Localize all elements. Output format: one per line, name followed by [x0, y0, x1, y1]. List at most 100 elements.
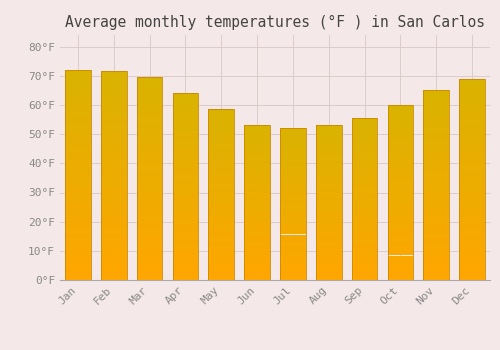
Bar: [136, 79, 162, 81]
Bar: [172, 97, 199, 99]
Bar: [244, 244, 270, 246]
Bar: [208, 234, 234, 236]
Bar: [172, 155, 199, 157]
Bar: [208, 218, 234, 220]
Bar: [459, 161, 485, 163]
Bar: [65, 246, 91, 248]
Bar: [65, 70, 91, 72]
Bar: [244, 220, 270, 221]
Bar: [65, 102, 91, 104]
Bar: [424, 189, 449, 191]
Bar: [208, 159, 234, 161]
Bar: [101, 111, 126, 113]
Bar: [459, 205, 485, 208]
Bar: [459, 218, 485, 220]
Bar: [65, 192, 91, 194]
Bar: [459, 276, 485, 278]
Bar: [316, 181, 342, 183]
Bar: [388, 135, 413, 136]
Bar: [136, 278, 162, 280]
Bar: [65, 78, 91, 81]
Bar: [388, 164, 413, 166]
Bar: [65, 150, 91, 152]
Bar: [65, 83, 91, 85]
Bar: [352, 162, 378, 163]
Bar: [352, 278, 378, 280]
Bar: [316, 215, 342, 217]
Bar: [424, 107, 449, 109]
Bar: [208, 273, 234, 275]
Bar: [459, 91, 485, 93]
Bar: [101, 153, 126, 155]
Bar: [352, 157, 378, 159]
Bar: [316, 268, 342, 269]
Bar: [352, 207, 378, 209]
Bar: [424, 227, 449, 229]
Bar: [172, 105, 199, 106]
Bar: [388, 201, 413, 203]
Bar: [244, 263, 270, 265]
Bar: [280, 203, 306, 204]
Bar: [172, 220, 199, 222]
Bar: [208, 227, 234, 229]
Bar: [424, 191, 449, 193]
Bar: [316, 258, 342, 260]
Bar: [244, 231, 270, 232]
Bar: [424, 193, 449, 195]
Bar: [316, 125, 342, 127]
Bar: [316, 212, 342, 214]
Bar: [244, 258, 270, 260]
Bar: [101, 172, 126, 174]
Bar: [101, 138, 126, 140]
Bar: [459, 179, 485, 181]
Bar: [244, 189, 270, 190]
Bar: [459, 230, 485, 232]
Bar: [101, 190, 126, 192]
Bar: [172, 136, 199, 138]
Bar: [244, 170, 270, 172]
Bar: [208, 251, 234, 253]
Bar: [65, 158, 91, 160]
Bar: [424, 246, 449, 248]
Bar: [352, 233, 378, 235]
Bar: [172, 144, 199, 146]
Bar: [316, 271, 342, 272]
Bar: [316, 223, 342, 224]
Bar: [65, 190, 91, 192]
Bar: [65, 265, 91, 267]
Bar: [316, 190, 342, 192]
Bar: [316, 206, 342, 207]
Bar: [316, 136, 342, 138]
Bar: [136, 270, 162, 272]
Bar: [424, 176, 449, 178]
Bar: [101, 226, 126, 228]
Bar: [459, 274, 485, 276]
Bar: [172, 112, 199, 114]
Bar: [244, 199, 270, 201]
Bar: [244, 279, 270, 280]
Bar: [136, 256, 162, 258]
Bar: [244, 130, 270, 132]
Bar: [101, 274, 126, 276]
Bar: [424, 256, 449, 257]
Bar: [208, 222, 234, 224]
Bar: [101, 228, 126, 230]
Bar: [65, 188, 91, 190]
Bar: [280, 271, 306, 272]
Bar: [172, 222, 199, 224]
Bar: [244, 215, 270, 217]
Bar: [316, 207, 342, 209]
Bar: [136, 136, 162, 138]
Bar: [352, 133, 378, 134]
Bar: [352, 252, 378, 254]
Bar: [101, 101, 126, 103]
Bar: [424, 206, 449, 208]
Bar: [136, 142, 162, 144]
Bar: [136, 233, 162, 236]
Bar: [172, 110, 199, 112]
Bar: [388, 219, 413, 220]
Bar: [65, 240, 91, 242]
Bar: [65, 160, 91, 162]
Bar: [172, 121, 199, 123]
Bar: [459, 248, 485, 250]
